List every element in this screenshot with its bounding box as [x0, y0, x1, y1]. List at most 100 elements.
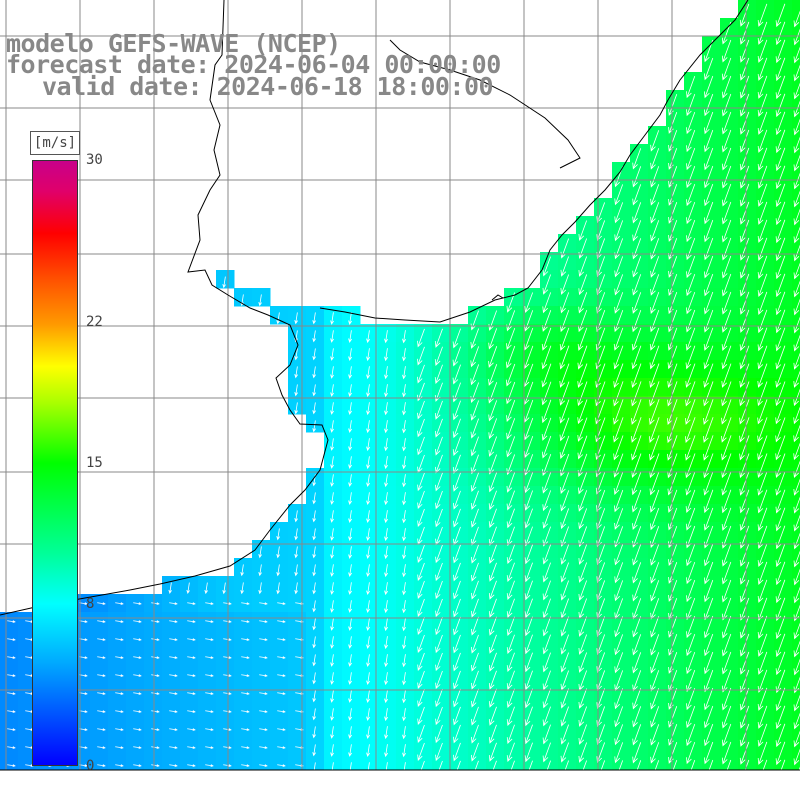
wind-arrow: [417, 706, 425, 725]
wind-arrow: [632, 724, 642, 746]
wind-arrow: [721, 75, 732, 99]
wind-arrow: [704, 705, 714, 729]
field-cell: [792, 738, 800, 757]
wind-arrow: [187, 674, 196, 677]
wind-arrow: [348, 600, 353, 613]
wind-arrow: [613, 471, 624, 495]
wind-arrow: [205, 638, 214, 641]
wind-arrow: [384, 456, 389, 470]
wind-arrow: [506, 724, 515, 744]
wind-arrow: [169, 692, 178, 695]
wind-arrow: [384, 474, 389, 488]
wind-arrow: [757, 507, 768, 532]
wind-arrow: [739, 75, 750, 99]
wind-arrow: [650, 580, 660, 602]
wind-arrow: [757, 543, 768, 567]
wind-arrow: [434, 328, 443, 348]
wind-arrow: [721, 705, 732, 729]
wind-arrow: [739, 183, 750, 207]
wind-arrow: [417, 400, 425, 420]
wind-arrow: [613, 345, 624, 370]
wind-arrow: [115, 620, 124, 623]
wind-arrow: [739, 471, 750, 496]
wind-arrow: [366, 600, 371, 614]
wind-arrow: [560, 508, 570, 530]
wind-arrow: [187, 602, 196, 605]
wind-arrow: [667, 453, 678, 479]
wind-arrow: [488, 364, 498, 386]
wind-arrow: [596, 274, 606, 296]
wind-arrow: [704, 669, 714, 693]
bottom-margin: [0, 770, 800, 800]
wind-arrow: [775, 273, 786, 298]
wind-arrow: [613, 417, 624, 443]
wind-arrow: [330, 564, 335, 577]
wind-arrow: [366, 690, 371, 704]
wind-arrow: [578, 292, 588, 314]
wind-arrow: [402, 690, 407, 704]
wind-arrow: [402, 546, 407, 560]
wind-arrow: [151, 620, 160, 623]
wind-arrow: [703, 489, 714, 514]
wind-arrow: [417, 598, 425, 617]
field-cell: [792, 162, 800, 181]
wind-arrow: [721, 165, 732, 189]
wind-arrow: [453, 634, 461, 654]
wind-arrow: [578, 634, 588, 655]
wind-arrow: [685, 435, 696, 461]
wind-arrow: [721, 669, 732, 693]
wind-arrow: [384, 600, 389, 614]
wind-arrow: [775, 543, 786, 568]
wind-arrow: [704, 129, 714, 153]
wind-arrow: [488, 526, 497, 546]
wind-arrow: [312, 528, 316, 541]
wind-arrow: [330, 546, 335, 559]
wind-arrow: [488, 562, 497, 582]
wind-arrow: [632, 742, 642, 764]
wind-arrow: [294, 510, 298, 523]
wind-arrow: [470, 328, 480, 349]
wind-arrow: [312, 348, 316, 361]
wind-arrow: [97, 710, 106, 713]
wind-arrow: [757, 147, 768, 171]
wind-arrow: [793, 244, 800, 262]
wind-arrow: [703, 579, 714, 603]
wind-arrow: [7, 728, 16, 731]
wind-arrow: [294, 366, 298, 379]
wind-arrow: [312, 744, 316, 757]
field-cell: [792, 468, 800, 487]
wind-arrow: [739, 363, 750, 388]
wind-arrow: [241, 710, 250, 713]
field-cell: [792, 180, 800, 199]
wind-arrow: [402, 726, 407, 740]
wind-arrow: [721, 597, 732, 621]
wind-arrow: [632, 184, 642, 206]
wind-arrow: [793, 226, 800, 244]
wind-arrow: [402, 654, 407, 668]
wind-arrow: [686, 633, 696, 657]
wind-arrow: [721, 579, 732, 603]
wind-arrow: [366, 546, 371, 560]
wind-arrow: [739, 615, 750, 639]
wind-arrow: [614, 292, 624, 314]
field-cell: [792, 684, 800, 703]
wind-arrow: [241, 638, 250, 641]
wind-arrow: [240, 582, 244, 595]
field-cell: [792, 54, 800, 73]
wind-arrow: [488, 580, 497, 600]
wind-arrow: [384, 654, 389, 668]
wind-arrow: [757, 687, 768, 711]
wind-arrow: [205, 710, 214, 713]
wind-arrow: [366, 708, 371, 722]
wind-arrow: [793, 568, 800, 586]
wind-arrow: [721, 435, 732, 461]
wind-arrow: [793, 730, 800, 748]
wind-arrow: [632, 148, 642, 170]
wind-arrow: [294, 546, 298, 559]
wind-arrow: [187, 728, 196, 731]
wind-arrow: [169, 728, 178, 731]
wind-arrow: [614, 634, 624, 656]
wind-arrow: [559, 327, 570, 351]
wind-arrow: [384, 330, 389, 344]
wind-arrow: [488, 598, 497, 618]
